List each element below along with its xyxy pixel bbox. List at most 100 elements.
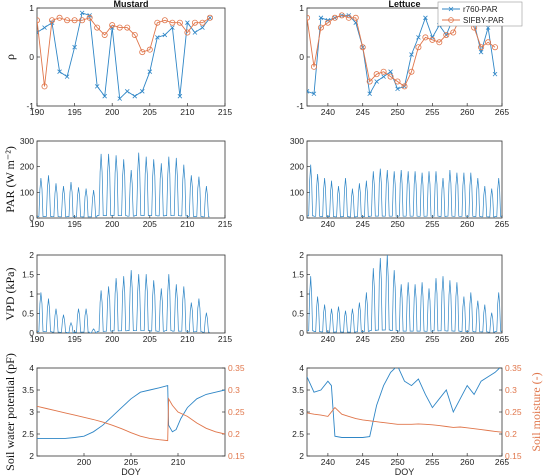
data-point-circle — [169, 19, 176, 26]
panel-4: 240 245 250 255 260 265 0 100 200 300 — [290, 136, 510, 229]
axes-frame — [36, 254, 226, 334]
data-point-circle — [139, 49, 146, 56]
x-tick-label: 210 — [180, 219, 194, 229]
data-point-cross — [388, 69, 393, 74]
data-point-cross — [64, 74, 70, 79]
y-tick-label: 1 — [29, 289, 34, 299]
legend: r760-PAR SIFBY-PAR — [437, 1, 523, 27]
y2-tick-label: 0.35 — [228, 363, 245, 373]
data-point-circle — [37, 17, 40, 24]
x-tick-label: 210 — [180, 334, 194, 344]
y-axis-label: Soil water potential (pF) — [3, 353, 17, 471]
plot-area — [37, 152, 210, 218]
data-point-circle — [380, 68, 387, 75]
x-tick-label: 260 — [460, 107, 474, 117]
data-point-cross — [132, 93, 138, 99]
data-point-circle — [331, 14, 338, 21]
x-tick-label: 240 — [321, 334, 335, 344]
y-tick-label: 2 — [299, 451, 304, 461]
data-point-circle — [450, 29, 457, 36]
data-point-cross — [307, 89, 310, 94]
y-tick-label: 1 — [29, 3, 34, 13]
x-tick-label: 210 — [171, 457, 185, 467]
x-tick-label: 255 — [425, 457, 439, 467]
panel-6: 240 245 250 255 260 265 0 0.5 1 1.5 2 — [292, 250, 509, 344]
data-point-cross — [57, 69, 62, 74]
data-point-cross — [381, 74, 386, 79]
data-point-circle — [387, 73, 394, 80]
plot-area — [37, 270, 210, 333]
x-tick-label: 190 — [30, 107, 44, 117]
x-tick-label: 250 — [390, 457, 404, 467]
data-point-cross — [117, 96, 123, 101]
data-point-circle — [161, 17, 168, 24]
data-point-circle — [206, 14, 213, 21]
data-point-circle — [86, 14, 93, 21]
data-point-cross — [423, 15, 428, 21]
y-tick-label: 1 — [299, 289, 304, 299]
x-tick-label: 195 — [68, 334, 82, 344]
y-tick-label: 100 — [290, 187, 304, 197]
data-point-cross — [395, 86, 400, 92]
y-tick-label: 1.5 — [22, 270, 34, 280]
x-tick-label: 255 — [425, 334, 439, 344]
panel-title: Lettuce — [388, 0, 420, 9]
x-tick-label: 195 — [68, 107, 82, 117]
data-point-cross — [170, 25, 175, 30]
y-tick-label: 0 — [29, 52, 34, 62]
data-point-circle — [317, 24, 324, 31]
data-point-circle — [443, 31, 450, 38]
data-point-circle — [199, 19, 206, 26]
series-line-1 — [307, 14, 496, 96]
x-tick-label: 260 — [460, 219, 474, 229]
data-point-circle — [146, 46, 153, 53]
data-point-circle — [478, 44, 485, 51]
x-tick-label: 245 — [356, 107, 370, 117]
x-tick-label: 215 — [218, 334, 232, 344]
y-tick-label: 300 — [290, 136, 304, 146]
data-point-circle — [154, 19, 161, 26]
y2-tick-label: 0.2 — [228, 429, 240, 439]
data-point-circle — [131, 31, 138, 38]
series-line-2 — [37, 397, 225, 442]
y-tick-label: 4 — [29, 363, 34, 373]
data-point-cross — [200, 25, 205, 30]
y-tick-label: 2.5 — [292, 429, 304, 439]
x-tick-label: 260 — [460, 334, 474, 344]
data-point-circle — [338, 12, 345, 19]
data-point-circle — [324, 19, 331, 26]
y-tick-label: 0 — [29, 213, 34, 223]
data-point-circle — [56, 14, 63, 21]
x-tick-label: 190 — [30, 219, 44, 229]
y2-tick-label: 0.3 — [505, 385, 517, 395]
plot-area — [37, 10, 213, 101]
x-tick-label: 210 — [180, 107, 194, 117]
data-point-circle — [79, 17, 86, 24]
y-tick-label: 0 — [299, 52, 304, 62]
series-line-1 — [37, 12, 211, 100]
data-point-circle — [422, 34, 429, 41]
x-tick-label: 240 — [321, 107, 335, 117]
y-tick-label: 2 — [299, 250, 304, 260]
y2-tick-label: 0.2 — [505, 429, 517, 439]
x-tick-label: 250 — [390, 334, 404, 344]
x-tick-label: 265 — [495, 457, 509, 467]
y2-tick-label: 0.15 — [228, 451, 245, 461]
data-point-circle — [492, 44, 499, 51]
panel-8: 240 245 250 255 260 265 2 2.5 3 3.5 4 0.15 0.2 0.25 0.… — [292, 363, 543, 476]
data-point-cross — [185, 20, 190, 25]
x-tick-label: 265 — [495, 219, 509, 229]
legend-label-2: SIFBY-PAR — [463, 16, 504, 25]
y-tick-label: 0.5 — [22, 309, 34, 319]
data-point-circle — [191, 19, 198, 26]
data-point-circle — [408, 68, 415, 75]
data-point-circle — [116, 24, 123, 31]
data-point-circle — [429, 36, 436, 43]
x-tick-label: 245 — [356, 457, 370, 467]
x-tick-label: 265 — [495, 107, 509, 117]
x-tick-label: 205 — [143, 334, 157, 344]
x-tick-label: 200 — [105, 334, 119, 344]
data-point-circle — [109, 22, 116, 29]
series-line-2 — [307, 406, 502, 433]
